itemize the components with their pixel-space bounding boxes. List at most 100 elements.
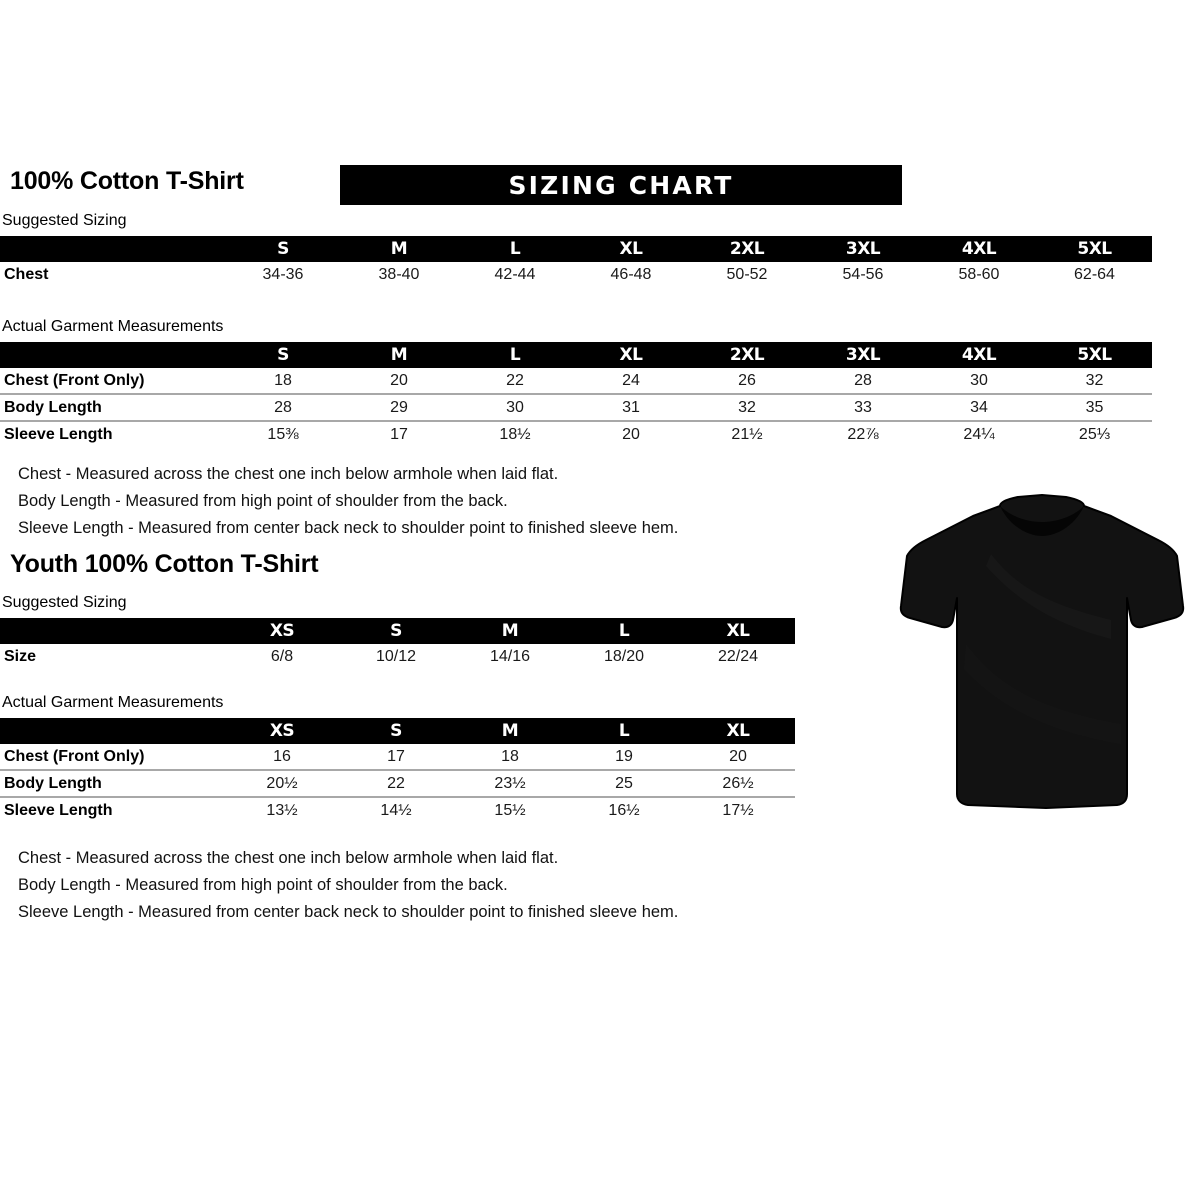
cell-sleevelength-3xl: 22⅞ (805, 420, 921, 447)
cell-chestfront-4xl: 30 (970, 371, 988, 389)
cell-sleevelength-xl: 17½ (681, 796, 795, 823)
cell-sleevelength-5xl: 25⅓ (1037, 420, 1152, 447)
note-body-length: Body Length - Measured from high point o… (18, 492, 508, 510)
cell-chest-xl: 46-48 (610, 265, 652, 283)
column-header-l: L (457, 236, 573, 262)
cell-bodylength-l: 25 (567, 769, 681, 797)
cell-bodylength-xs: 20½ (225, 769, 339, 797)
column-header-m: M (341, 236, 457, 262)
youth-section-title: Youth 100% Cotton T-Shirt (10, 550, 319, 578)
row-label-chest-front-only: Chest (Front Only) (4, 371, 145, 389)
column-header-m: M (341, 342, 457, 368)
cell-chestfront-xs: 16 (273, 747, 291, 765)
cell-bodylength-5xl: 35 (1037, 393, 1152, 421)
cell-chest-s: 34-36 (262, 265, 304, 283)
row-label-size: Size (4, 647, 37, 665)
column-header-5xl: 5XL (1037, 236, 1152, 262)
cell-sleevelength-l: 16½ (567, 796, 681, 823)
table-header-row: XS S M L XL (0, 718, 795, 744)
column-header-s: S (339, 718, 453, 744)
cell-sleevelength-s: 15⅜ (225, 420, 341, 447)
table-header-row: S M L XL 2XL 3XL 4XL 5XL (0, 236, 1152, 262)
column-header-m: M (453, 718, 567, 744)
cell-chestfront-l: 22 (506, 371, 524, 389)
row-label-chest-front-only: Chest (Front Only) (4, 747, 145, 765)
note-sleeve-length: Sleeve Length - Measured from center bac… (18, 519, 679, 537)
youth-garment-measurements-table: XS S M L XL Chest (Front Only) 16 17 18 … (0, 718, 795, 823)
column-header-3xl: 3XL (805, 236, 921, 262)
cell-chest-l: 42-44 (494, 265, 536, 283)
sizing-chart-banner-label: SIZING CHART (508, 170, 734, 200)
row-label-sleeve-length: Sleeve Length (0, 420, 225, 447)
column-header-s: S (225, 342, 341, 368)
adult-suggested-sizing-caption: Suggested Sizing (2, 212, 127, 229)
cell-bodylength-3xl: 33 (805, 393, 921, 421)
cell-chest-m: 38-40 (378, 265, 420, 283)
note-sleeve-length: Sleeve Length - Measured from center bac… (18, 903, 679, 921)
cell-sleevelength-xs: 13½ (225, 796, 339, 823)
adult-measurements-caption: Actual Garment Measurements (2, 318, 224, 335)
column-header-l: L (567, 618, 681, 644)
cell-chestfront-5xl: 32 (1085, 371, 1104, 389)
column-header-m: M (453, 618, 567, 644)
column-header-rowlabel (0, 236, 225, 262)
table-header-row: XS S M L XL (0, 618, 795, 644)
cell-chest-2xl: 50-52 (726, 265, 768, 283)
table-row: Sleeve Length 15⅜ 17 18½ 20 21½ 22⅞ 24¼ … (0, 420, 1152, 447)
cell-sleevelength-2xl: 21½ (689, 420, 805, 447)
table-row: Body Length 28 29 30 31 32 33 34 35 (0, 393, 1152, 421)
table-row: Chest (Front Only) 16 17 18 19 20 (0, 744, 795, 770)
table-row: Chest (Front Only) 18 20 22 24 26 28 30 … (0, 368, 1152, 394)
note-chest: Chest - Measured across the chest one in… (18, 849, 559, 867)
cell-size-s: 10/12 (375, 647, 417, 665)
cell-chestfront-xl: 24 (622, 371, 640, 389)
cell-chest-5xl: 62-64 (1074, 265, 1115, 283)
tshirt-product-image (896, 494, 1188, 812)
adult-garment-measurements-table: S M L XL 2XL 3XL 4XL 5XL Chest (Front On… (0, 342, 1152, 447)
column-header-2xl: 2XL (689, 236, 805, 262)
cell-chestfront-s: 17 (387, 747, 405, 765)
note-body-length: Body Length - Measured from high point o… (18, 876, 508, 894)
adult-suggested-sizing-table: S M L XL 2XL 3XL 4XL 5XL Chest 34-36 38-… (0, 236, 1152, 287)
column-header-rowlabel (0, 618, 225, 644)
table-row: Chest 34-36 38-40 42-44 46-48 50-52 54-5… (0, 262, 1152, 287)
column-header-xs: XS (225, 718, 339, 744)
cell-chest-4xl: 58-60 (958, 265, 1000, 283)
row-label-chest: Chest (4, 265, 49, 283)
cell-sleevelength-m: 17 (341, 420, 457, 447)
youth-suggested-sizing-caption: Suggested Sizing (2, 594, 127, 611)
youth-suggested-sizing-table: XS S M L XL Size 6/8 10/12 14/16 18/20 2… (0, 618, 795, 669)
column-header-4xl: 4XL (921, 342, 1037, 368)
column-header-rowlabel (0, 342, 225, 368)
cell-chestfront-3xl: 28 (854, 371, 872, 389)
cell-chestfront-m: 20 (390, 371, 408, 389)
column-header-s: S (225, 236, 341, 262)
cell-chestfront-l: 19 (615, 747, 633, 765)
column-header-xl: XL (681, 718, 795, 744)
cell-bodylength-4xl: 34 (921, 393, 1037, 421)
table-row: Sleeve Length 13½ 14½ 15½ 16½ 17½ (0, 796, 795, 823)
row-label-body-length: Body Length (0, 769, 225, 797)
row-label-sleeve-length: Sleeve Length (0, 796, 225, 823)
cell-chestfront-2xl: 26 (738, 371, 756, 389)
column-header-rowlabel (0, 718, 225, 744)
cell-size-l: 18/20 (603, 647, 645, 665)
cell-bodylength-m: 23½ (453, 769, 567, 797)
cell-bodylength-s: 22 (339, 769, 453, 797)
column-header-s: S (339, 618, 453, 644)
cell-sleevelength-xl: 20 (573, 420, 689, 447)
cell-sleevelength-m: 15½ (453, 796, 567, 823)
cell-chestfront-m: 18 (501, 747, 519, 765)
adult-section-title: 100% Cotton T-Shirt (10, 167, 244, 195)
table-header-row: S M L XL 2XL 3XL 4XL 5XL (0, 342, 1152, 368)
cell-sleevelength-s: 14½ (339, 796, 453, 823)
table-row: Body Length 20½ 22 23½ 25 26½ (0, 769, 795, 797)
cell-bodylength-m: 29 (341, 393, 457, 421)
cell-bodylength-l: 30 (457, 393, 573, 421)
column-header-5xl: 5XL (1037, 342, 1152, 368)
youth-measurement-notes: Chest - Measured across the chest one in… (18, 845, 678, 926)
cell-chest-3xl: 54-56 (842, 265, 884, 283)
column-header-2xl: 2XL (689, 342, 805, 368)
column-header-l: L (457, 342, 573, 368)
cell-chestfront-xl: 20 (729, 747, 747, 765)
